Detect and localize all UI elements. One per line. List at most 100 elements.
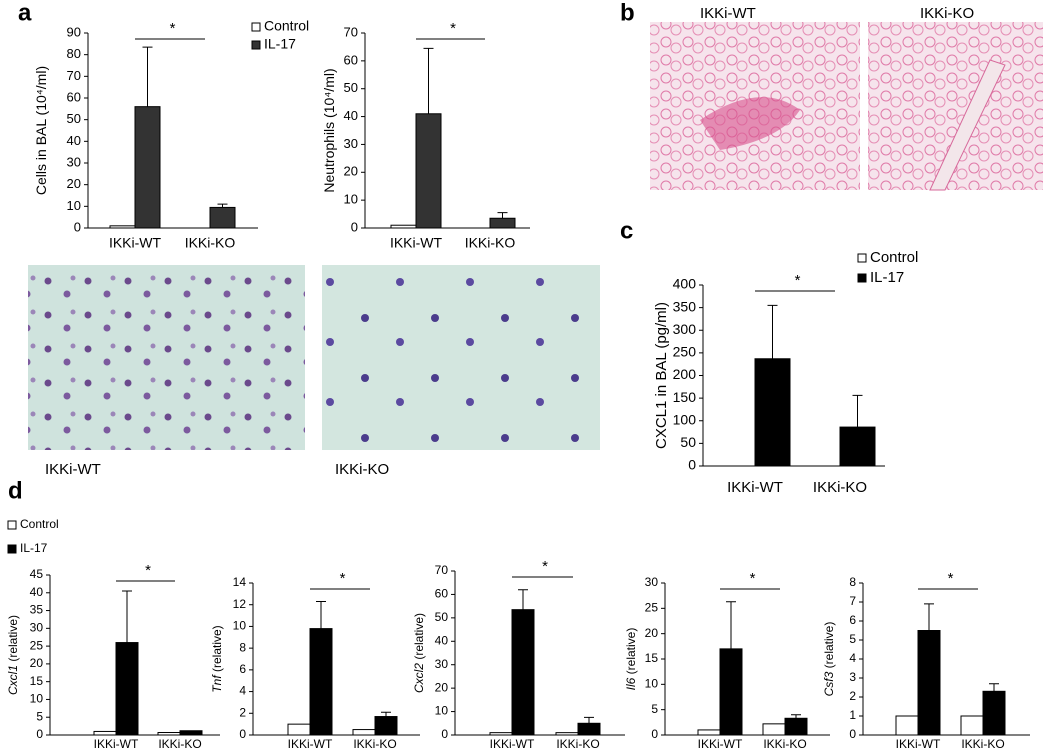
y-tick-label: 40 (30, 585, 44, 599)
y-tick-label: 10 (435, 704, 449, 718)
y-tick-label: 0 (36, 727, 43, 741)
y-tick-label: 20 (435, 680, 449, 694)
x-tick-label: IKKi-KO (961, 737, 1004, 749)
y-tick-label: 8 (239, 640, 246, 654)
y-tick-label: 30 (645, 575, 659, 589)
error-bar (497, 212, 508, 219)
error-bar (423, 47, 434, 114)
y-tick-label: 15 (30, 674, 44, 688)
bar (762, 723, 786, 736)
y-tick-label: 30 (435, 657, 449, 671)
legend-label: IL-17 (870, 269, 904, 286)
y-tick-label: 60 (67, 89, 81, 104)
y-axis-label-unit: Neutrophils (10⁴/ml) (321, 68, 337, 192)
y-axis-label: Cxcl2 (relative) (412, 613, 426, 693)
error-bar (726, 601, 736, 649)
significance-mark: * (450, 20, 456, 37)
y-tick-label: 50 (680, 434, 696, 450)
error-bar (584, 716, 594, 724)
legend-label: Control (870, 249, 918, 266)
y-axis-label-gene: Tnf (210, 674, 224, 693)
x-tick-label: IKKi-KO (158, 737, 201, 749)
significance-mark: * (145, 562, 151, 579)
y-axis-label-unit: (relative) (412, 613, 426, 660)
y-tick-label: 400 (673, 276, 697, 292)
legend-label: IL-17 (20, 541, 48, 555)
panel-label: c (620, 217, 633, 244)
y-tick-label: 10 (30, 692, 44, 706)
legend-swatch (857, 253, 867, 263)
bar (754, 358, 791, 467)
bar (839, 426, 876, 467)
bar (309, 628, 333, 736)
bar (577, 722, 601, 736)
image-caption: IKKi-WT (700, 5, 756, 22)
bar (511, 609, 535, 736)
y-tick-label: 70 (344, 24, 358, 39)
y-axis-label: Csf3 (relative) (822, 622, 836, 697)
y-axis-label-unit: CXCL1 in BAL (pg/ml) (653, 302, 670, 449)
x-tick-label: IKKi-KO (813, 479, 867, 496)
y-axis-label-gene: Cxcl1 (6, 665, 20, 695)
y-tick-label: 90 (67, 24, 81, 39)
legend-label: Control (20, 517, 59, 531)
legend-label: Control (264, 18, 309, 34)
y-axis-label-unit: Cells in BAL (10⁴/ml) (33, 66, 49, 195)
x-tick-label: IKKi-KO (556, 737, 599, 749)
bar (489, 217, 516, 229)
y-tick-label: 0 (651, 727, 658, 741)
y-tick-label: 10 (344, 192, 358, 207)
y-axis-label: Cells in BAL (10⁴/ml) (33, 66, 49, 195)
significance-mark: * (542, 558, 548, 575)
y-tick-label: 350 (673, 298, 697, 314)
y-tick-label: 20 (344, 164, 358, 179)
x-tick-label: IKKi-KO (185, 235, 236, 251)
y-tick-label: 45 (30, 567, 44, 581)
y-axis-label-unit: (relative) (210, 625, 224, 672)
panel-label: b (620, 0, 635, 26)
x-tick-label: IKKi-WT (727, 479, 783, 496)
y-tick-label: 50 (435, 610, 449, 624)
micrograph (322, 265, 600, 450)
y-axis-label-unit: (relative) (624, 628, 638, 675)
legend-swatch (251, 40, 261, 50)
y-tick-label: 30 (30, 621, 44, 635)
x-tick-label: IKKi-WT (390, 235, 443, 251)
bar (179, 730, 203, 736)
y-tick-label: 12 (233, 597, 247, 611)
bar (982, 690, 1006, 736)
y-tick-label: 7 (849, 594, 856, 608)
bar (697, 729, 721, 736)
y-axis-label-unit: (relative) (822, 622, 836, 669)
y-axis-label: Cxcl1 (relative) (6, 615, 20, 695)
error-bar (518, 589, 528, 610)
significance-mark: * (795, 272, 801, 289)
y-axis-label-gene: Csf3 (822, 671, 836, 696)
tissue (929, 59, 1006, 191)
y-tick-label: 30 (67, 154, 81, 169)
y-tick-label: 2 (239, 705, 246, 719)
significance-mark: * (948, 570, 954, 587)
y-tick-label: 100 (673, 411, 697, 427)
x-tick-label: IKKi-WT (288, 737, 333, 749)
y-axis-label: Tnf (relative) (210, 625, 224, 692)
bar (115, 642, 139, 736)
y-axis-label: Il6 (relative) (624, 628, 638, 691)
error-bar (924, 603, 934, 631)
y-tick-label: 60 (435, 587, 449, 601)
y-tick-label: 10 (67, 198, 81, 213)
bar (93, 730, 117, 736)
y-tick-label: 5 (849, 632, 856, 646)
x-tick-label: IKKi-WT (698, 737, 743, 749)
x-tick-label: IKKi-WT (109, 235, 162, 251)
y-axis-label-gene: Il6 (624, 677, 638, 690)
x-tick-label: IKKi-WT (94, 737, 139, 749)
y-tick-label: 0 (849, 727, 856, 741)
y-tick-label: 70 (67, 68, 81, 83)
y-axis-label: CXCL1 in BAL (pg/ml) (653, 302, 670, 449)
bar (895, 715, 919, 736)
bar (287, 723, 311, 736)
y-tick-label: 50 (344, 80, 358, 95)
y-tick-label: 40 (435, 633, 449, 647)
bar (134, 106, 161, 229)
